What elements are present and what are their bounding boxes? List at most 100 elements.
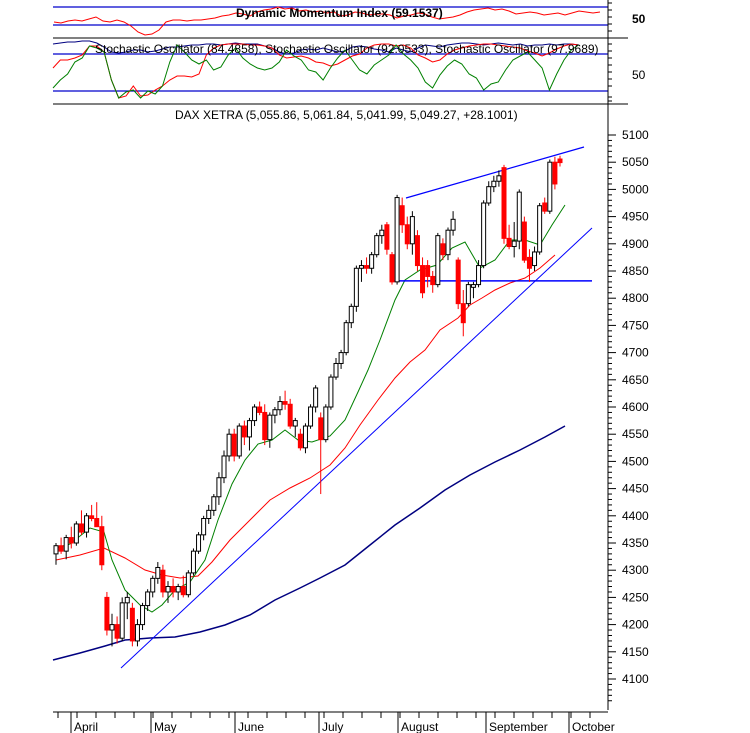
- y-tick-label: 4350: [622, 536, 649, 550]
- candle-down: [521, 221, 527, 261]
- candle-down: [58, 545, 64, 552]
- candle-up: [374, 235, 380, 256]
- candle-up: [165, 586, 171, 593]
- x-month-label: April: [74, 720, 98, 733]
- candle-up: [470, 284, 476, 288]
- long-moving-average-line: [52, 425, 566, 661]
- candle-down: [526, 256, 532, 269]
- candle-up: [450, 218, 456, 231]
- y-tick-label: 4500: [622, 454, 649, 468]
- x-month-label: June: [238, 720, 264, 733]
- candle-up: [308, 406, 314, 427]
- y-tick-label: 4450: [622, 482, 649, 496]
- candle-down: [68, 537, 74, 544]
- candle-up: [333, 362, 339, 378]
- y-tick-label: 5050: [622, 155, 649, 169]
- candle-up: [369, 254, 375, 269]
- candle-up: [394, 197, 400, 283]
- candle-up: [246, 420, 252, 438]
- candle-up: [140, 605, 146, 626]
- x-month-label: July: [322, 720, 343, 733]
- candle-down: [404, 224, 410, 245]
- candle-up: [221, 455, 227, 479]
- y-tick-label: 4150: [622, 645, 649, 659]
- stoch-title: Stochastic Oscillator (84.4858), Stochas…: [95, 42, 599, 56]
- candle-down: [114, 624, 120, 639]
- candle-down: [506, 237, 512, 248]
- candle-up: [491, 180, 497, 188]
- candle-up: [201, 518, 207, 536]
- candle-up: [84, 515, 90, 533]
- y-tick-label: 4200: [622, 618, 649, 632]
- dmi-title: Dynamic Momentum Index (59.1537): [236, 6, 443, 20]
- candle-down: [455, 259, 461, 305]
- y-tick-label: 4550: [622, 427, 649, 441]
- candle-up: [348, 305, 354, 324]
- candle-up: [292, 420, 298, 427]
- candle-down: [287, 403, 293, 427]
- candle-down: [557, 158, 563, 164]
- y-tick-label: 4750: [622, 318, 649, 332]
- candle-up: [313, 387, 319, 408]
- candle-up: [155, 566, 161, 579]
- candle-down: [430, 275, 436, 286]
- dmi-ytick-label: 50: [632, 12, 646, 26]
- candle-down: [282, 401, 288, 405]
- y-axis-ticks: 5100505050004950490048504800475047004650…: [608, 2, 649, 702]
- candle-down: [364, 265, 370, 269]
- candle-down: [170, 586, 176, 593]
- candle-up: [134, 624, 140, 642]
- resistance-trendline: [405, 146, 585, 199]
- y-tick-label: 4100: [622, 672, 649, 686]
- x-month-label: August: [401, 720, 439, 733]
- candle-up: [267, 414, 273, 441]
- candle-up: [338, 352, 344, 364]
- candle-up: [206, 509, 212, 520]
- candle-down: [384, 224, 390, 250]
- candle-up: [323, 406, 329, 441]
- candle-down: [425, 265, 431, 277]
- candle-down: [318, 417, 324, 441]
- candle-up: [435, 235, 441, 286]
- candle-up: [150, 577, 156, 593]
- dmi-panel: Dynamic Momentum Index (59.1537): [53, 6, 628, 39]
- y-tick-label: 4650: [622, 373, 649, 387]
- candle-up: [343, 322, 349, 354]
- price-title: DAX XETRA (5,055.86, 5,061.84, 5,041.99,…: [175, 108, 518, 122]
- medium-moving-average-line: [55, 254, 556, 579]
- candle-up: [226, 433, 232, 457]
- candle-up: [516, 191, 522, 242]
- candle-down: [89, 515, 95, 520]
- y-tick-label: 4800: [622, 291, 649, 305]
- candle-down: [99, 526, 105, 566]
- candle-up: [145, 591, 151, 607]
- candle-up: [124, 596, 130, 604]
- candle-up: [379, 229, 385, 237]
- candle-up: [53, 545, 59, 555]
- candle-up: [302, 425, 308, 449]
- candle-up: [328, 376, 334, 408]
- stochastic-panel: Stochastic Oscillator (84.4858), Stochas…: [52, 40, 628, 105]
- candle-down: [552, 161, 558, 185]
- x-axis-labels: April May June July August September October: [74, 720, 615, 733]
- candle-up: [109, 624, 115, 631]
- stoch-ytick-label: 50: [632, 68, 646, 82]
- candle-down: [241, 425, 247, 438]
- candle-down: [501, 167, 507, 239]
- candle-up: [252, 406, 258, 422]
- y-tick-label: 4250: [622, 590, 649, 604]
- candle-up: [547, 161, 553, 212]
- candle-up: [537, 205, 543, 253]
- y-tick-label: 4850: [622, 264, 649, 278]
- candle-up: [272, 409, 278, 416]
- candle-up: [445, 229, 451, 256]
- y-tick-label: 4700: [622, 346, 649, 360]
- candle-up: [409, 216, 415, 245]
- candle-down: [257, 406, 263, 413]
- y-axis: 5100505050004950490048504800475047004650…: [607, 0, 649, 710]
- candle-down: [160, 569, 166, 593]
- candle-up: [190, 550, 196, 574]
- y-tick-label: 4950: [622, 210, 649, 224]
- candle-down: [262, 411, 268, 441]
- x-axis-ticks: [57, 712, 591, 733]
